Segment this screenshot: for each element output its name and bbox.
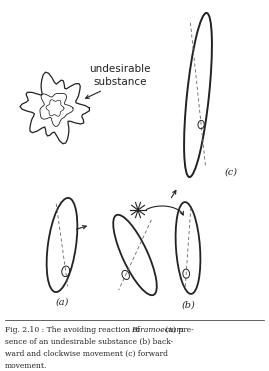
Text: sence of an undesirable substance (b) back-: sence of an undesirable substance (b) ba… xyxy=(5,338,173,346)
Text: substance: substance xyxy=(93,77,147,87)
Text: (a): (a) xyxy=(55,298,69,307)
Text: (c): (c) xyxy=(225,168,238,177)
Text: Paramoecium: Paramoecium xyxy=(131,326,184,334)
Text: (b): (b) xyxy=(181,301,195,310)
Ellipse shape xyxy=(113,215,157,295)
Ellipse shape xyxy=(176,202,200,294)
Text: ward and clockwise movement (c) forward: ward and clockwise movement (c) forward xyxy=(5,350,168,358)
Ellipse shape xyxy=(184,13,212,177)
Text: movement.: movement. xyxy=(5,362,47,370)
Text: (a) pre-: (a) pre- xyxy=(163,326,194,334)
Text: undesirable: undesirable xyxy=(89,64,151,74)
Ellipse shape xyxy=(47,198,77,292)
Text: Fig. 2.10 : The avoiding reaction of: Fig. 2.10 : The avoiding reaction of xyxy=(5,326,142,334)
